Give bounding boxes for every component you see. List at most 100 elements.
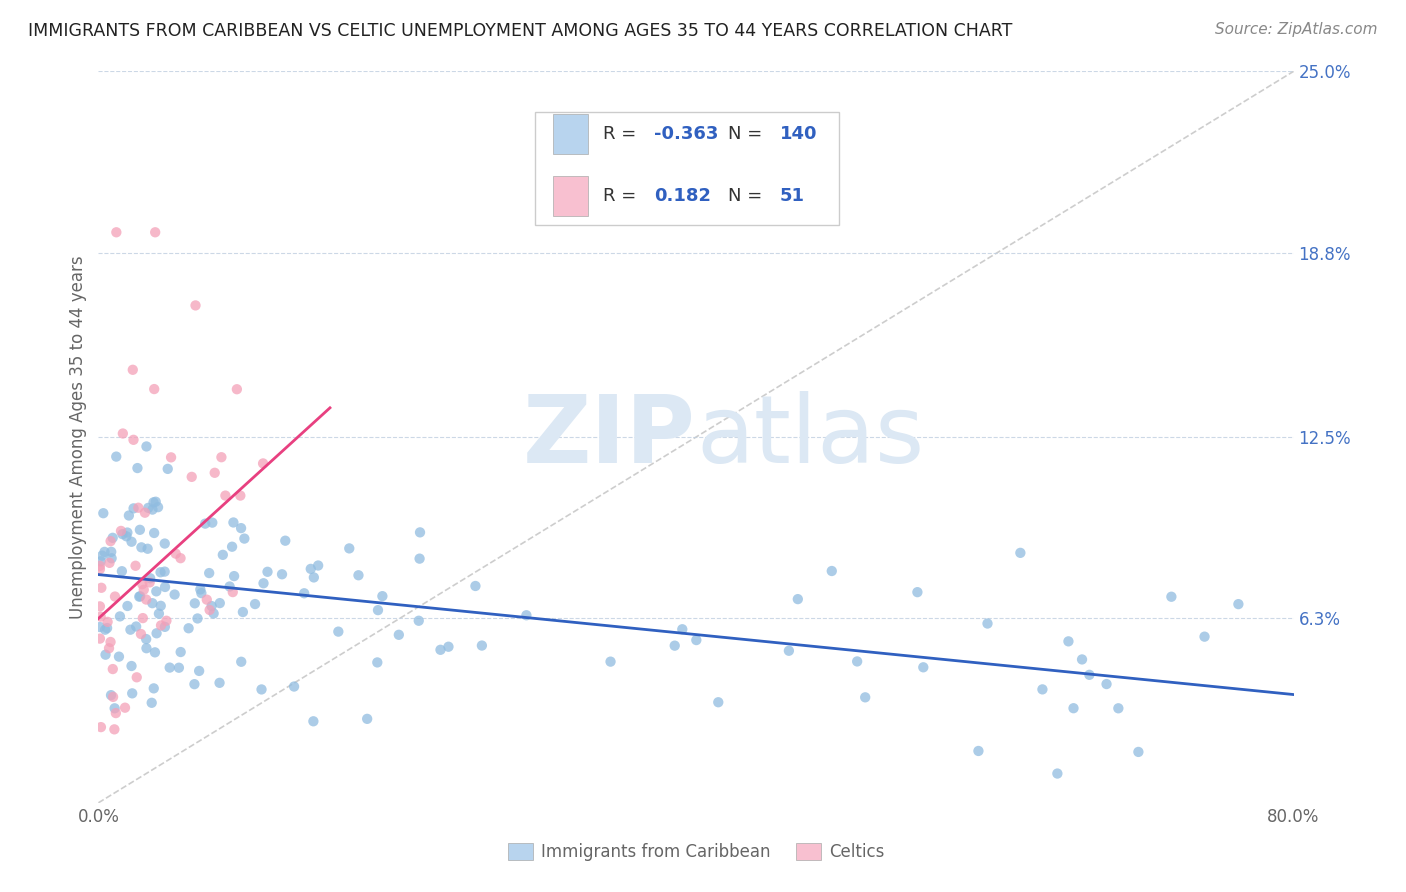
Point bbox=[778, 644, 800, 658]
Text: atlas: atlas bbox=[696, 391, 924, 483]
Point bbox=[121, 534, 143, 549]
Point bbox=[114, 700, 136, 714]
Point bbox=[356, 712, 378, 726]
Point bbox=[111, 527, 134, 541]
Point bbox=[153, 620, 176, 634]
Point bbox=[91, 506, 114, 520]
Point bbox=[221, 540, 243, 554]
Point bbox=[292, 586, 315, 600]
Point bbox=[408, 614, 430, 628]
Point bbox=[101, 662, 124, 676]
Point bbox=[128, 523, 150, 537]
Point bbox=[190, 586, 212, 600]
Point bbox=[307, 558, 329, 573]
Point bbox=[108, 649, 131, 664]
Point bbox=[89, 632, 111, 646]
Point bbox=[125, 670, 148, 684]
Point bbox=[283, 680, 305, 694]
Point bbox=[1063, 701, 1085, 715]
Point bbox=[218, 580, 240, 594]
Point bbox=[209, 450, 232, 465]
Point bbox=[121, 363, 143, 377]
Point bbox=[125, 619, 148, 633]
Point bbox=[821, 564, 844, 578]
Point bbox=[367, 603, 389, 617]
Point bbox=[274, 533, 297, 548]
Point bbox=[471, 639, 494, 653]
Point bbox=[121, 659, 143, 673]
Point bbox=[104, 706, 127, 720]
Point bbox=[100, 534, 122, 549]
Point bbox=[129, 589, 152, 603]
Point bbox=[328, 624, 350, 639]
Point bbox=[104, 701, 127, 715]
Y-axis label: Unemployment Among Ages 35 to 44 years: Unemployment Among Ages 35 to 44 years bbox=[69, 255, 87, 619]
Point bbox=[143, 645, 166, 659]
Text: N =: N = bbox=[728, 187, 762, 205]
Point bbox=[229, 489, 252, 503]
Point bbox=[90, 609, 112, 624]
Point bbox=[201, 516, 224, 530]
Point bbox=[117, 599, 139, 613]
Point bbox=[97, 615, 120, 629]
Point bbox=[1107, 701, 1129, 715]
Point bbox=[149, 599, 172, 613]
Point bbox=[89, 620, 111, 634]
Text: -0.363: -0.363 bbox=[654, 125, 718, 143]
Point bbox=[153, 565, 176, 579]
Point bbox=[707, 695, 730, 709]
Point bbox=[388, 628, 411, 642]
Point bbox=[150, 618, 173, 632]
Point bbox=[180, 470, 202, 484]
Point bbox=[101, 531, 124, 545]
Text: R =: R = bbox=[603, 125, 636, 143]
Point bbox=[1160, 590, 1182, 604]
Point bbox=[1194, 630, 1216, 644]
Point bbox=[515, 608, 537, 623]
Point bbox=[124, 558, 146, 573]
Point bbox=[127, 500, 149, 515]
Point bbox=[139, 571, 162, 585]
Point bbox=[148, 607, 170, 621]
Point bbox=[408, 551, 430, 566]
Text: 51: 51 bbox=[780, 187, 804, 205]
Point bbox=[135, 440, 157, 454]
Point bbox=[153, 580, 176, 594]
Point bbox=[143, 526, 166, 541]
Point bbox=[108, 609, 131, 624]
Point bbox=[905, 585, 928, 599]
Point bbox=[156, 462, 179, 476]
Point bbox=[98, 556, 121, 570]
Point bbox=[184, 596, 207, 610]
Point bbox=[165, 547, 187, 561]
Point bbox=[211, 548, 233, 562]
Point bbox=[224, 569, 246, 583]
Point bbox=[127, 461, 149, 475]
Point bbox=[132, 611, 155, 625]
Point bbox=[100, 688, 122, 702]
Point bbox=[155, 614, 177, 628]
Point bbox=[167, 661, 190, 675]
Point bbox=[188, 582, 211, 597]
Point bbox=[159, 660, 181, 674]
Point bbox=[214, 489, 236, 503]
Point bbox=[111, 564, 134, 578]
Point bbox=[120, 623, 142, 637]
Text: 0.182: 0.182 bbox=[654, 187, 711, 205]
Point bbox=[122, 433, 145, 447]
Point bbox=[222, 585, 245, 599]
Point bbox=[121, 686, 143, 700]
Point bbox=[664, 639, 686, 653]
Point bbox=[437, 640, 460, 654]
Text: Source: ZipAtlas.com: Source: ZipAtlas.com bbox=[1215, 22, 1378, 37]
Bar bbox=[553, 114, 589, 154]
Point bbox=[142, 681, 165, 696]
Point bbox=[89, 562, 111, 576]
Point bbox=[188, 664, 211, 678]
Point bbox=[169, 551, 191, 566]
Point bbox=[256, 565, 278, 579]
Point bbox=[208, 596, 231, 610]
Point bbox=[170, 645, 193, 659]
Point bbox=[141, 696, 163, 710]
Point bbox=[1057, 634, 1080, 648]
